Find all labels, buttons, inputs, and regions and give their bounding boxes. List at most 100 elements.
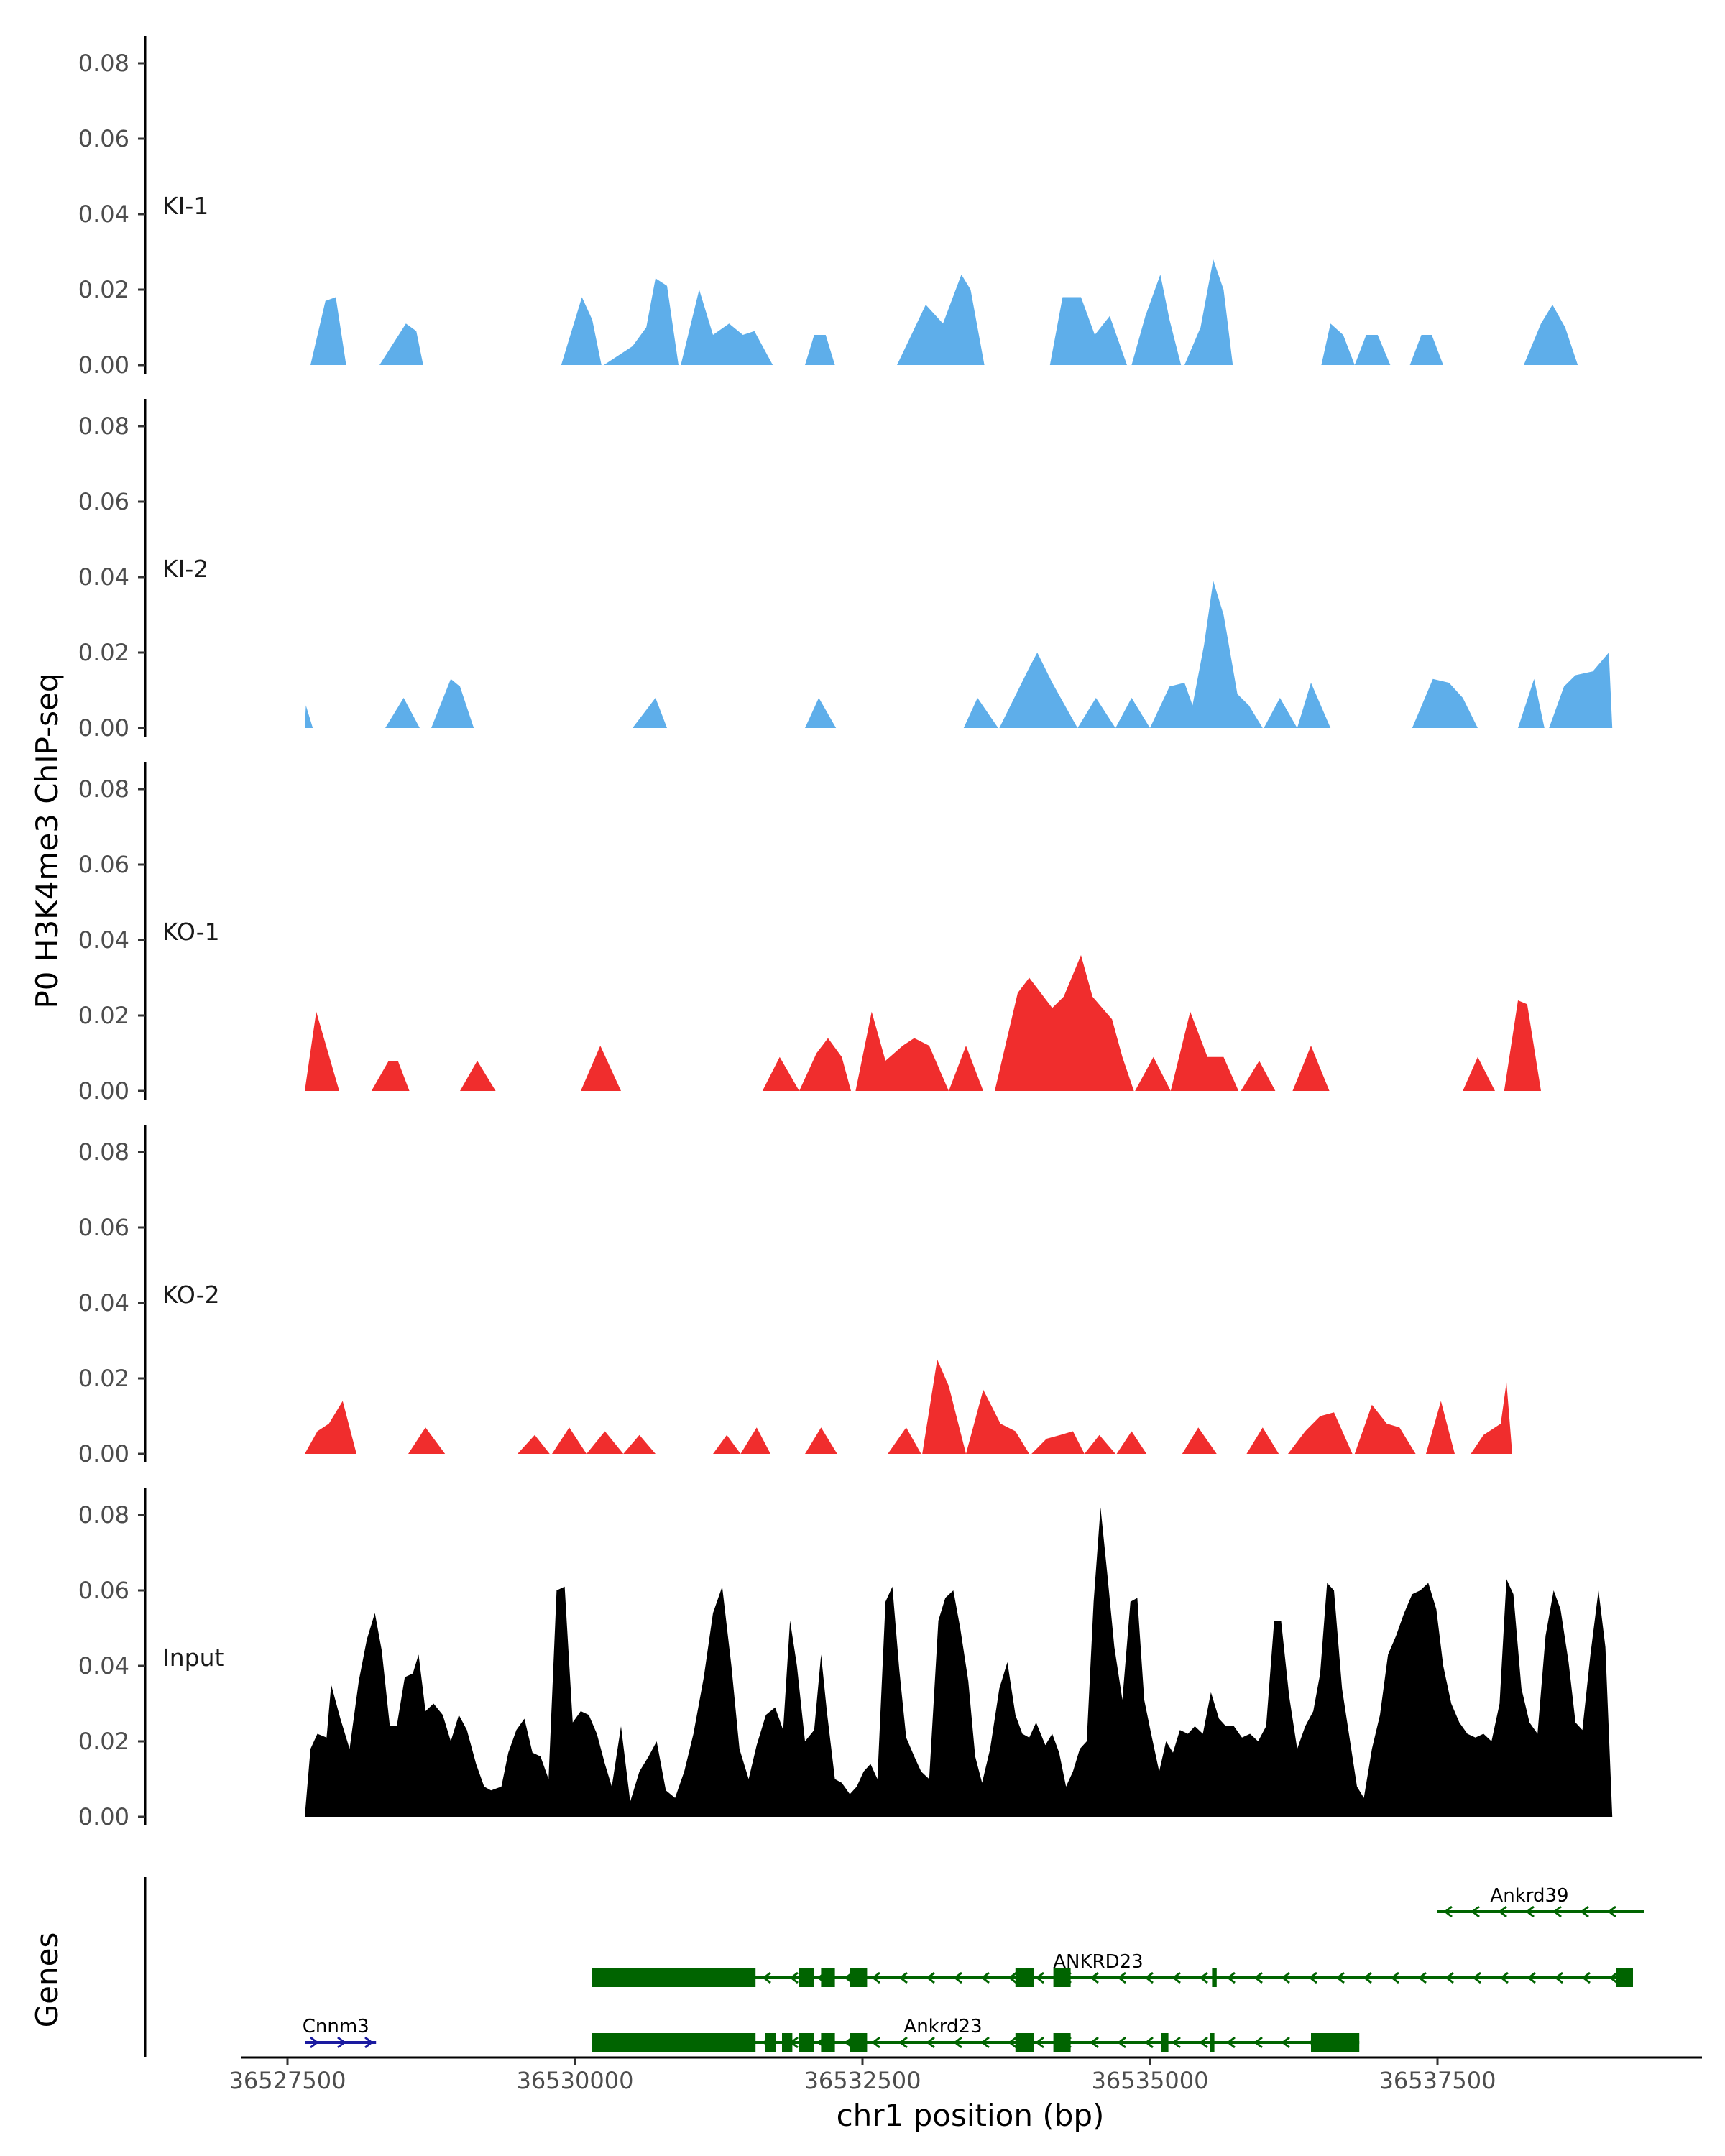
signal-peak (408, 1427, 446, 1454)
strand-chevron (1281, 1971, 1290, 1984)
y-tick-label: 0.04 (78, 926, 129, 954)
strand-chevron (1417, 1971, 1427, 1984)
signal-peak (740, 1427, 770, 1454)
signal-peak (586, 1431, 624, 1454)
y-tick-label: 0.00 (78, 1803, 129, 1830)
gene-cnnm3: Cnnm3 (303, 2016, 377, 2049)
y-tick-label: 0.04 (78, 1289, 129, 1317)
signal-peak (310, 297, 346, 365)
x-tick-label: 36535000 (1092, 2067, 1209, 2094)
strand-chevron (1498, 1905, 1507, 1918)
y-tick-label: 0.02 (78, 1365, 129, 1392)
gene-label: ANKRD23 (1053, 1951, 1143, 1973)
exon (799, 2033, 814, 2052)
y-tick-label: 0.00 (78, 351, 129, 379)
signal-peak (999, 653, 1078, 728)
y-tick-label: 0.06 (78, 851, 129, 878)
exon (1162, 2033, 1169, 2052)
signal-peak (1116, 698, 1150, 728)
x-tick-label: 36527500 (229, 2067, 346, 2094)
signal-peak (1084, 1434, 1116, 1454)
strand-chevron (1008, 2036, 1017, 2049)
y-tick-label: 0.08 (78, 1138, 129, 1166)
signal-peak (1321, 323, 1355, 365)
strand-chevron (871, 2036, 880, 2049)
signal-peak (1264, 698, 1297, 728)
exon (1311, 2033, 1360, 2052)
x-axis: 36527500 36530000 36532500 36535000 36537500 (229, 2056, 1702, 2094)
signal-area (305, 1507, 1613, 1817)
strand-chevron (1035, 2036, 1044, 2049)
signal-peak (460, 1061, 496, 1091)
exon (850, 1968, 868, 1987)
strand-chevron (762, 1971, 771, 1984)
signal-peak (1077, 698, 1116, 728)
track-label: KO-1 (162, 918, 220, 946)
signal-peak (1246, 1427, 1279, 1454)
signal-peak (632, 698, 667, 728)
signal-peak (1131, 275, 1182, 365)
exon (592, 1968, 756, 1987)
y-tick-label: 0.06 (78, 488, 129, 515)
signal-peak (1354, 1404, 1416, 1454)
x-tick-label: 36537500 (1379, 2067, 1496, 2094)
y-tick-label: 0.02 (78, 1002, 129, 1029)
exon (1015, 2033, 1034, 2052)
signal-peak (604, 278, 678, 365)
signal-peak (995, 955, 1134, 1091)
strand-chevron (1226, 1971, 1236, 1984)
gene-label: Ankrd23 (903, 2016, 982, 2037)
strand-chevron (1609, 1971, 1618, 1984)
y-tick-label: 0.06 (78, 1214, 129, 1241)
strand-chevron (1390, 1971, 1399, 1984)
signal-peak (1471, 1382, 1512, 1454)
y-tick-label: 0.04 (78, 1652, 129, 1680)
strand-chevron (1552, 1905, 1562, 1918)
track-label: KI-2 (162, 555, 208, 583)
strand-chevron (1172, 2036, 1181, 2049)
signal-peak (922, 1359, 966, 1454)
exon (1053, 1968, 1071, 1987)
strand-chevron (980, 2036, 990, 2049)
signal-peak (897, 275, 985, 365)
signal-peak (1182, 1427, 1217, 1454)
strand-chevron (1090, 1971, 1099, 1984)
signal-peak (1409, 335, 1443, 365)
gene-ankrd23: ANKRD23 (592, 1951, 1633, 1987)
exon (799, 1968, 814, 1987)
exon (1616, 1968, 1633, 1987)
strand-chevron (1308, 1971, 1317, 1984)
signal-peak (1184, 259, 1233, 365)
y-tick-label: 0.00 (78, 1440, 129, 1468)
signal-peak (1031, 1431, 1085, 1454)
y-tick-label: 0.08 (78, 413, 129, 440)
strand-chevron (1254, 2036, 1263, 2049)
strand-chevron (1335, 1971, 1345, 1984)
signal-peak (805, 698, 837, 728)
strand-chevron (1117, 2036, 1126, 2049)
signal-peak (805, 335, 835, 365)
track-ko-1: 0.00 0.02 0.04 0.06 0.08 KO-1 (78, 762, 1541, 1105)
exon (782, 2033, 793, 2052)
y-tick-label: 0.08 (78, 50, 129, 77)
signal-peak (385, 698, 420, 728)
track-ko-2: 0.00 0.02 0.04 0.06 0.08 KO-2 (78, 1125, 1512, 1468)
signal-peak (1504, 1000, 1541, 1091)
signal-peak (305, 705, 313, 728)
gene-label: Ankrd39 (1490, 1885, 1568, 1907)
strand-chevron (953, 1971, 962, 1984)
exon (1212, 1968, 1217, 1987)
signal-peak (623, 1434, 656, 1454)
track-label: Input (162, 1644, 224, 1672)
exon (765, 2033, 776, 2052)
signal-peak (305, 1401, 356, 1454)
strand-chevron (1226, 2036, 1236, 2049)
strand-chevron (1525, 1905, 1535, 1918)
signal-peak (1463, 1056, 1495, 1091)
y-tick-label: 0.00 (78, 714, 129, 742)
x-tick-label: 36530000 (517, 2067, 634, 2094)
signal-peak (963, 698, 998, 728)
exon (821, 1968, 835, 1987)
signal-peak (1412, 678, 1478, 728)
